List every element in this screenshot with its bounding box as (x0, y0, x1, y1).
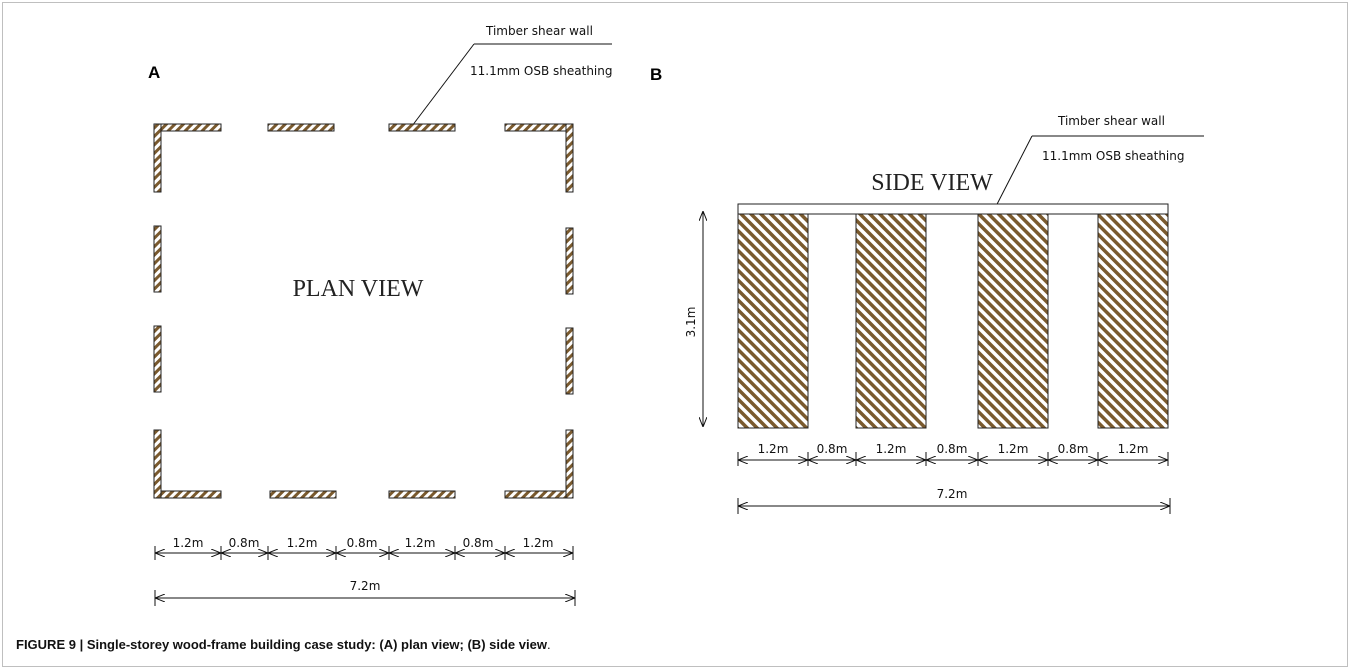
side-annotation-leader (991, 135, 1033, 215)
side-wall-1 (737, 213, 809, 429)
side-dim-label-1: 1.2m (758, 442, 789, 456)
side-annotation-line2: 11.1mm OSB sheathing (1042, 149, 1184, 163)
plan-wall-right-2 (565, 227, 574, 295)
plan-annotation-line1: Timber shear wall (485, 24, 593, 38)
figure-caption-tail: . (546, 637, 551, 652)
plan-wall-left-4 (153, 429, 162, 499)
plan-dim-label-5: 1.2m (405, 536, 436, 550)
plan-total-label: 7.2m (350, 579, 381, 593)
side-wall-4 (1097, 213, 1169, 429)
plan-annotation-line2: 11.1mm OSB sheathing (470, 64, 612, 78)
plan-dimension-segments: 1.2m 0.8m 1.2m 0.8m 1.2m 0.8m 1.2m (154, 536, 574, 560)
plan-dim-label-6: 0.8m (463, 536, 494, 550)
plan-wall-top-1 (154, 123, 222, 132)
plan-wall-bottom-4 (504, 490, 572, 499)
plan-wall-left-3 (153, 325, 162, 393)
side-top-plate (737, 203, 1169, 215)
plan-wall-bottom-3 (388, 490, 456, 499)
figure-caption-bold: FIGURE 9 | Single-storey wood-frame buil… (16, 637, 547, 652)
side-height-label: 3.1m (684, 307, 698, 338)
side-dim-label-4: 0.8m (937, 442, 968, 456)
plan-wall-left-1 (153, 123, 162, 193)
plan-dim-label-2: 0.8m (229, 536, 260, 550)
side-dim-label-5: 1.2m (998, 442, 1029, 456)
figure-caption: FIGURE 9 | Single-storey wood-frame buil… (16, 637, 551, 652)
plan-wall-bottom-2 (269, 490, 337, 499)
plan-wall-top-2 (267, 123, 335, 132)
plan-wall-right-4 (565, 429, 574, 499)
plan-wall-left-2 (153, 225, 162, 293)
panel-a-letter: A (148, 63, 160, 82)
plan-walls (153, 123, 574, 499)
plan-dim-label-3: 1.2m (287, 536, 318, 550)
side-wall-3 (977, 213, 1049, 429)
side-dim-label-7: 1.2m (1118, 442, 1149, 456)
plan-wall-right-1 (565, 123, 574, 193)
side-dim-label-2: 0.8m (817, 442, 848, 456)
plan-view-title: PLAN VIEW (293, 276, 424, 302)
plan-annotation-leader (411, 43, 475, 127)
side-dim-label-6: 0.8m (1058, 442, 1089, 456)
plan-dim-label-4: 0.8m (347, 536, 378, 550)
plan-wall-right-3 (565, 327, 574, 395)
panel-b-letter: B (650, 65, 662, 84)
plan-dim-label-7: 1.2m (523, 536, 554, 550)
side-wall-2 (855, 213, 927, 429)
plan-wall-top-3 (388, 123, 456, 132)
plan-dim-label-1: 1.2m (173, 536, 204, 550)
plan-wall-bottom-1 (154, 490, 222, 499)
plan-wall-top-4 (504, 123, 572, 132)
side-dim-label-3: 1.2m (876, 442, 907, 456)
side-view-title: SIDE VIEW (871, 170, 993, 196)
side-dimension-segments: 1.2m 0.8m 1.2m 0.8m 1.2m 0.8m 1.2m (737, 442, 1169, 466)
side-walls (737, 213, 1169, 429)
side-total-label: 7.2m (937, 487, 968, 501)
side-annotation-line1: Timber shear wall (1057, 114, 1165, 128)
